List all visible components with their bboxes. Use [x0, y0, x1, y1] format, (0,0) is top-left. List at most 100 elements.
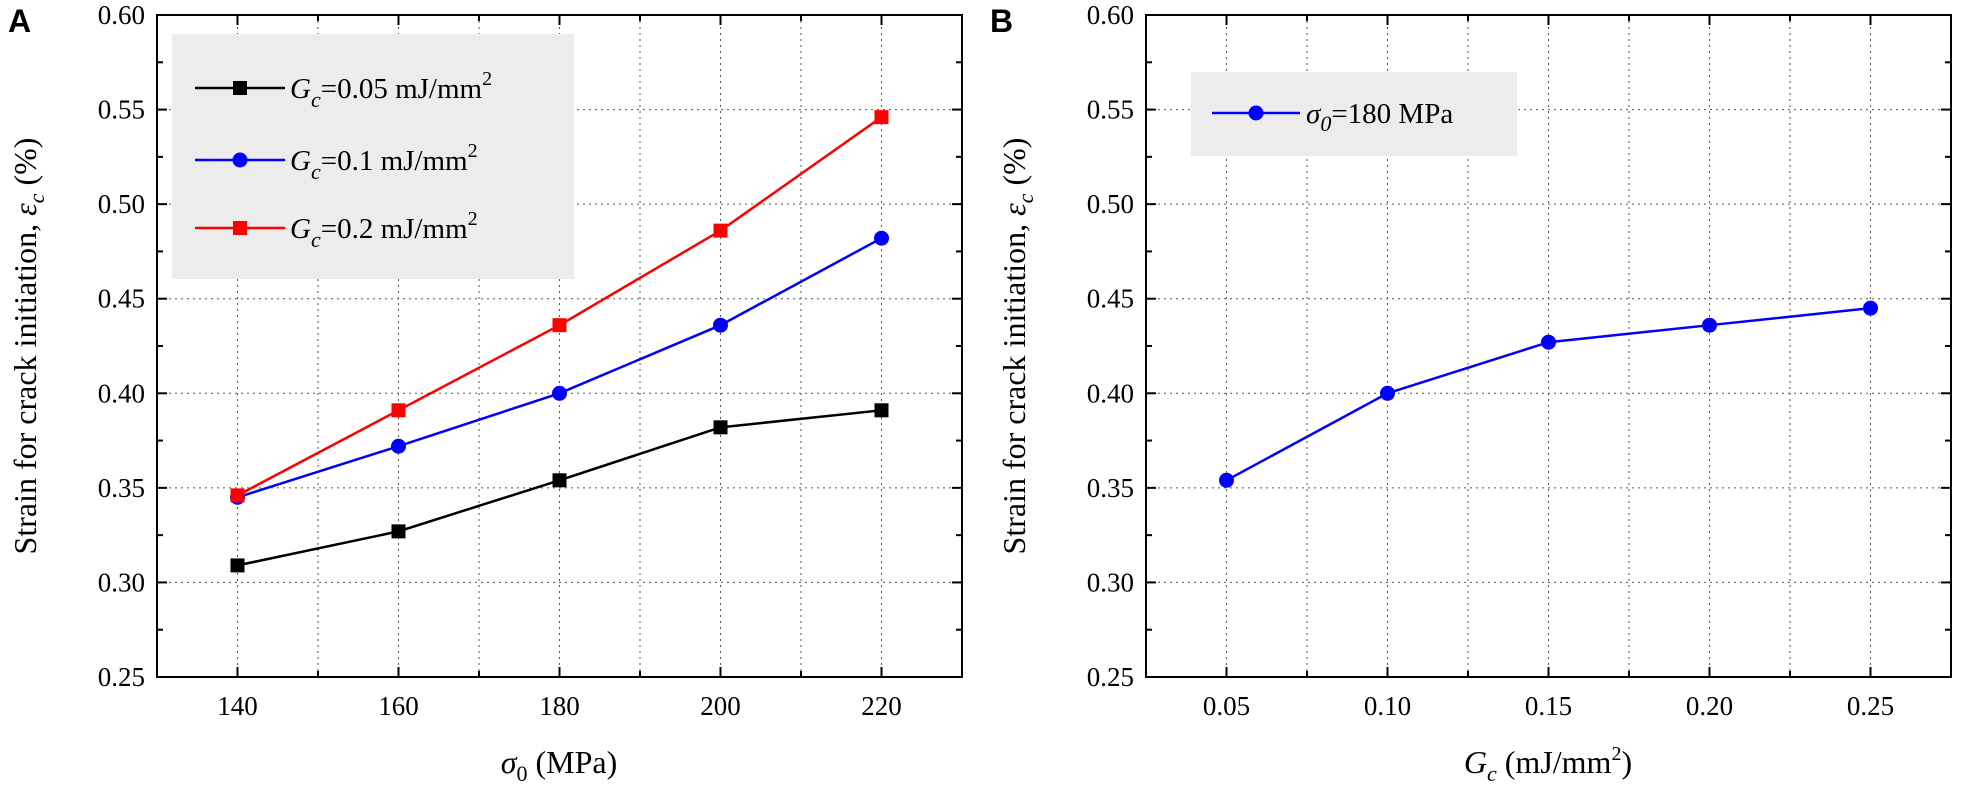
ylabel-sub: c	[24, 193, 49, 203]
legend-sup: 2	[468, 208, 478, 230]
data-point-2-4	[874, 110, 889, 125]
legend-sigma: σ	[1306, 98, 1322, 130]
panel-b-letter: B	[990, 3, 1013, 39]
x-tick-label: 0.10	[1364, 691, 1411, 721]
data-point-1-3	[713, 317, 728, 333]
x-tick-label: 160	[378, 691, 419, 721]
legend-marker-blue	[232, 152, 248, 168]
y-tick-label: 0.35	[1087, 473, 1134, 503]
data-point-2-3	[713, 223, 728, 238]
xlabel-close: )	[1621, 744, 1632, 780]
legend-g: G	[290, 145, 311, 177]
xlabel-unit: (MPa)	[528, 744, 618, 780]
y-tick-label: 0.60	[1087, 0, 1134, 30]
y-tick-label: 0.60	[98, 0, 145, 30]
data-point-2-0	[230, 488, 245, 503]
ylabel-epsilon: ε	[7, 203, 43, 216]
legend-sup: 2	[482, 68, 492, 90]
data-point-2-1	[391, 403, 406, 418]
xlabel-sub: c	[1487, 761, 1497, 786]
ylabel-text: Strain for crack initiation,	[7, 216, 43, 555]
panel-b-y-axis-label: Strain for crack initiation, εc (%)	[996, 138, 1038, 555]
y-tick-label: 0.30	[98, 567, 145, 597]
xlabel-g: G	[1464, 744, 1487, 780]
legend-c: c	[311, 87, 321, 112]
panel-a-series	[230, 110, 889, 573]
panel-b-x-axis-label: Gc (mJ/mm2)	[1464, 743, 1632, 786]
x-tick-label: 0.05	[1203, 691, 1250, 721]
legend-g: G	[290, 213, 311, 245]
panel-a-ticks: 0.25 0.30 0.35 0.40 0.45 0.50 0.55 0.60 140 160 18…	[98, 0, 962, 721]
legend-value: =0.2 mJ/mm	[321, 213, 468, 245]
data-point-0-1	[391, 524, 406, 539]
data-point-0-0	[230, 558, 245, 573]
ylabel-text: Strain for crack initiation,	[996, 216, 1032, 555]
panel-b-legend: σ0=180 MPa	[1191, 72, 1517, 156]
data-point-0-2	[1541, 334, 1556, 350]
y-tick-label: 0.50	[98, 189, 145, 219]
legend-sup: 2	[468, 140, 478, 162]
data-point-2-2	[552, 318, 567, 333]
ylabel-sub: c	[1013, 193, 1038, 203]
panel-a-x-axis-label: σ0 (MPa)	[501, 744, 618, 786]
panel-b-series	[1219, 300, 1878, 488]
x-tick-label: 220	[861, 691, 902, 721]
legend-value: =180 MPa	[1331, 98, 1453, 130]
panel-a-y-axis-label: Strain for crack initiation, εc (%)	[7, 138, 49, 555]
y-tick-label: 0.55	[98, 95, 145, 125]
legend-value: =0.1 mJ/mm	[321, 145, 468, 177]
ylabel-epsilon: ε	[996, 203, 1032, 216]
panel-a-letter: A	[8, 3, 31, 39]
legend-g: G	[290, 73, 311, 105]
legend-value: =0.05 mJ/mm	[321, 73, 483, 105]
legend-entry-sigma-180: σ0=180 MPa	[1306, 98, 1453, 136]
panel-b-ticks: 0.25 0.30 0.35 0.40 0.45 0.50 0.55 0.60 0.05 0.10…	[1087, 0, 1951, 721]
legend-entry-gc-005: Gc=0.05 mJ/mm2	[290, 68, 492, 112]
y-tick-label: 0.45	[1087, 284, 1134, 314]
data-point-0-2	[552, 473, 567, 488]
panel-b: B 0.250.300.350.400.450.500.550.600.05 0.…	[990, 0, 1952, 786]
y-tick-label: 0.25	[98, 662, 145, 692]
y-tick-label: 0.50	[1087, 189, 1134, 219]
xlabel-unit: (mJ/mm	[1497, 744, 1612, 780]
legend-marker-black	[233, 81, 247, 95]
data-point-0-3	[1702, 317, 1717, 333]
y-tick-label: 0.40	[1087, 378, 1134, 408]
y-tick-label: 0.45	[98, 284, 145, 314]
y-tick-label: 0.30	[1087, 567, 1134, 597]
y-tick-label: 0.55	[1087, 95, 1134, 125]
ylabel-unit: (%)	[7, 138, 43, 194]
legend-entry-gc-02: Gc=0.2 mJ/mm2	[290, 208, 478, 252]
x-tick-label: 140	[217, 691, 258, 721]
data-point-0-1	[1380, 385, 1395, 401]
y-tick-label: 0.40	[98, 378, 145, 408]
xlabel-sub: 0	[517, 761, 528, 786]
y-tick-label: 0.25	[1087, 662, 1134, 692]
legend-marker-red	[233, 221, 247, 235]
panel-a-legend: Gc=0.05 mJ/mm2 Gc=0.1 mJ/mm2 Gc=0.2 mJ/m…	[172, 34, 574, 279]
legend-zero: 0	[1320, 111, 1331, 136]
legend-marker-blue	[1248, 105, 1264, 121]
x-tick-label: 0.20	[1686, 691, 1733, 721]
legend-c: c	[311, 227, 321, 252]
data-point-0-4	[1863, 300, 1878, 316]
x-tick-label: 180	[539, 691, 580, 721]
data-point-1-4	[874, 230, 889, 246]
data-point-0-3	[713, 420, 728, 435]
data-point-1-2	[552, 385, 567, 401]
legend-entry-gc-01: Gc=0.1 mJ/mm2	[290, 140, 478, 184]
y-tick-label: 0.35	[98, 473, 145, 503]
panel-a: A 0.25 0.30 0.35 0.40 0.45 0.50 0.55 0.60 140 160…	[7, 0, 963, 786]
data-point-0-4	[874, 403, 889, 418]
xlabel-sup: 2	[1611, 743, 1621, 765]
x-tick-label: 0.25	[1847, 691, 1894, 721]
x-tick-label: 0.15	[1525, 691, 1572, 721]
legend-c: c	[311, 159, 321, 184]
data-point-1-1	[391, 438, 406, 454]
data-point-0-0	[1219, 472, 1234, 488]
ylabel-unit: (%)	[996, 138, 1032, 194]
xlabel-sigma: σ	[501, 744, 518, 780]
x-tick-label: 200	[700, 691, 741, 721]
